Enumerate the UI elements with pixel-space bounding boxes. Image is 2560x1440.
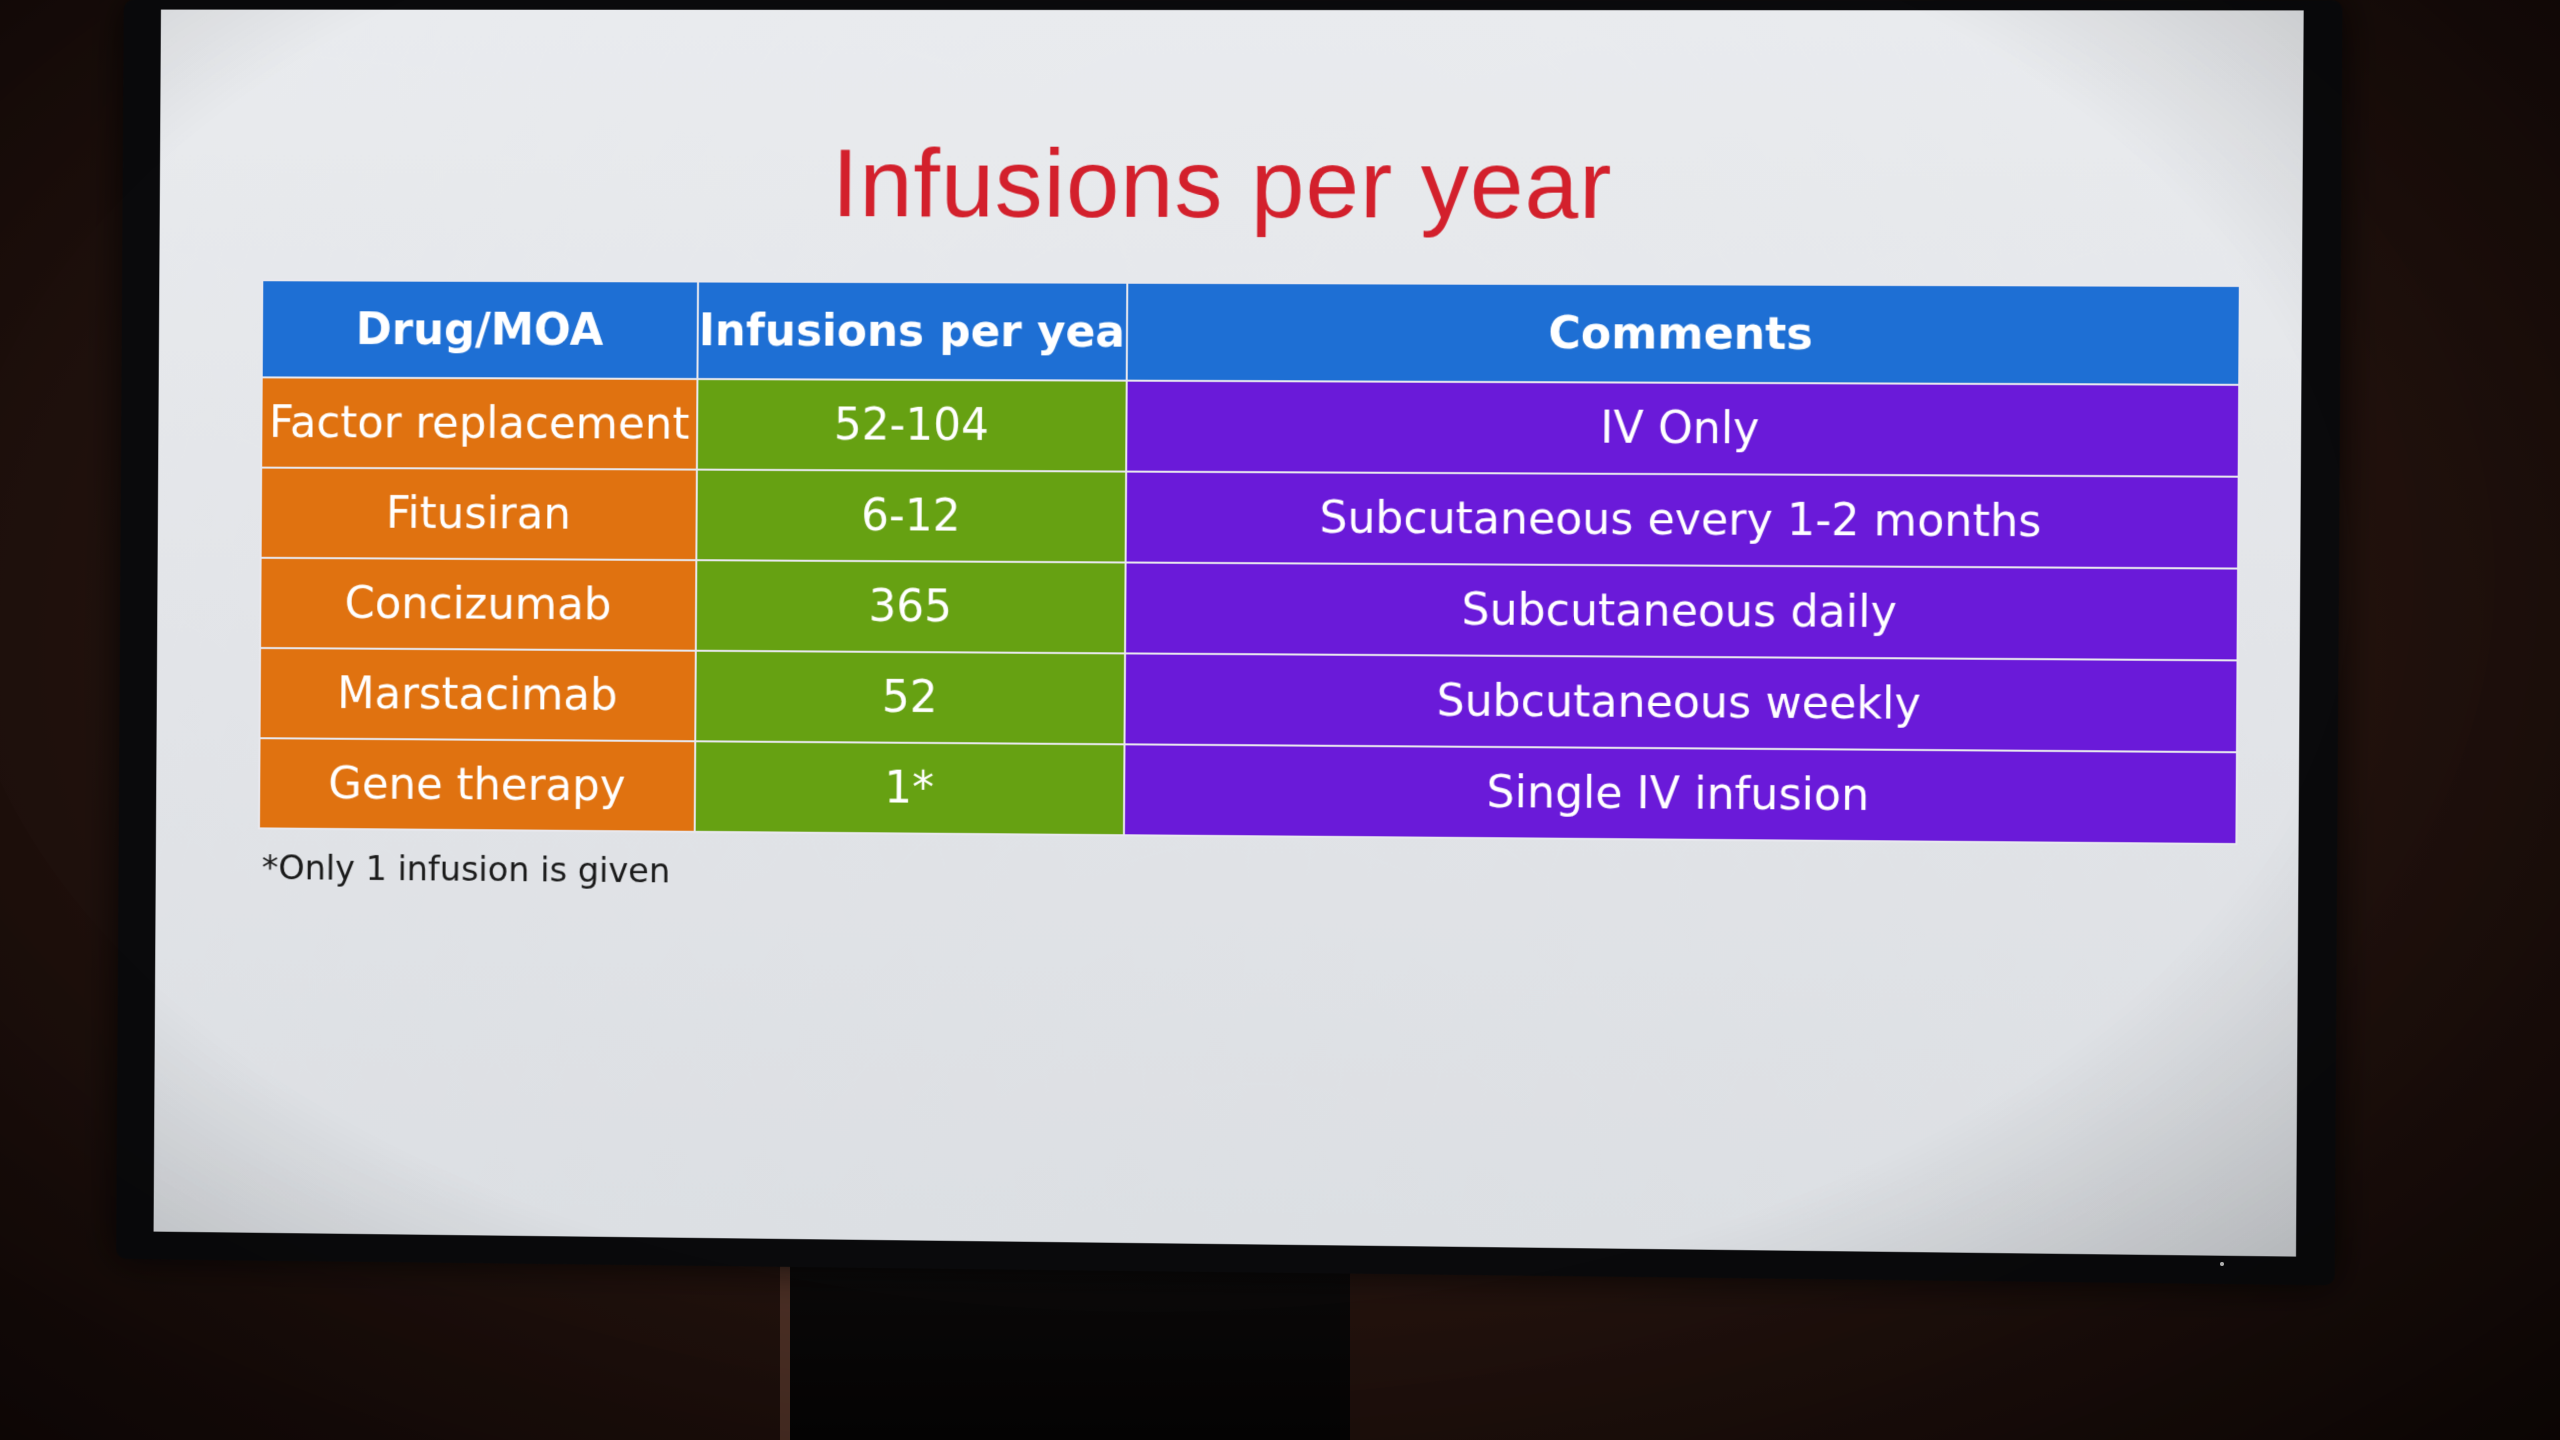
table-row: Fitusiran 6-12 Subcutaneous every 1-2 mo… (261, 468, 2239, 569)
tv-monitor: Infusions per year Drug/MOA Infusions pe… (116, 0, 2342, 1285)
slide-title: Infusions per year (160, 128, 2303, 242)
infusions-cell: 6-12 (696, 470, 1126, 563)
header-comments: Comments (1127, 283, 2240, 385)
comments-cell: Subcutaneous every 1-2 months (1126, 472, 2239, 569)
infusions-cell: 365 (696, 560, 1126, 653)
infusions-cell: 52-104 (697, 379, 1127, 472)
comments-cell: IV Only (1126, 381, 2239, 477)
table-row: Gene therapy 1* Single IV infusion (259, 738, 2237, 844)
drug-cell: Concizumab (260, 558, 696, 651)
header-drug-moa: Drug/MOA (262, 280, 698, 379)
table-row: Marstacimab 52 Subcutaneous weekly (260, 648, 2238, 752)
drug-cell: Fitusiran (261, 468, 697, 561)
table-row: Concizumab 365 Subcutaneous daily (260, 558, 2238, 661)
slide-footnote: *Only 1 infusion is given (262, 848, 671, 891)
table-header-row: Drug/MOA Infusions per year Comments (262, 280, 2240, 385)
comments-cell: Subcutaneous weekly (1124, 653, 2237, 752)
comments-cell: Single IV infusion (1124, 744, 2237, 844)
drug-cell: Factor replacement (261, 377, 697, 469)
drug-cell: Gene therapy (259, 738, 695, 832)
drug-cell: Marstacimab (260, 648, 696, 741)
comments-cell: Subcutaneous daily (1125, 562, 2238, 660)
infusions-cell: 52 (695, 651, 1125, 745)
infusions-table: Drug/MOA Infusions per year Comments Fac… (258, 279, 2241, 845)
infusions-cell: 1* (695, 741, 1125, 835)
header-infusions-per-year: Infusions per year (697, 281, 1127, 380)
table-row: Factor replacement 52-104 IV Only (261, 377, 2239, 476)
power-indicator-light (2220, 1262, 2224, 1266)
presentation-screen: Infusions per year Drug/MOA Infusions pe… (154, 10, 2304, 1257)
